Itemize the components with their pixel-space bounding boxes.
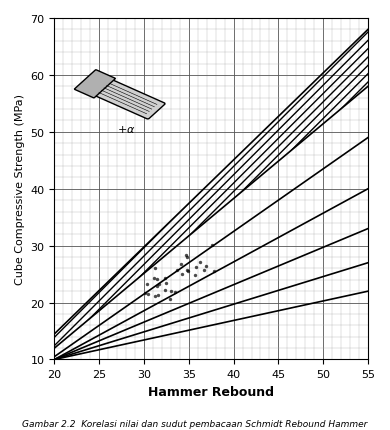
Point (168, 288, 174, 295)
Y-axis label: Cube Compressive Strength (MPa): Cube Compressive Strength (MPa) (15, 94, 25, 285)
Point (144, 281, 151, 288)
Point (163, 280, 169, 287)
Point (193, 264, 200, 271)
Point (145, 291, 151, 298)
Point (184, 255, 190, 261)
Point (152, 265, 158, 272)
Point (178, 261, 184, 268)
Point (152, 293, 158, 300)
Point (185, 268, 191, 275)
Point (197, 259, 204, 266)
Text: $+\alpha$: $+\alpha$ (117, 123, 136, 135)
Point (191, 272, 198, 279)
X-axis label: Hammer Rebound: Hammer Rebound (148, 385, 274, 398)
Point (200, 267, 207, 274)
Point (155, 292, 161, 298)
Point (162, 287, 168, 294)
Point (167, 295, 174, 302)
Point (203, 262, 209, 269)
Point (209, 242, 215, 249)
Point (172, 289, 178, 296)
Point (156, 281, 162, 288)
Text: Gambar 2.2  Korelasi nilai dan sudut pembacaan Schmidt Rebound Hammer: Gambar 2.2 Korelasi nilai dan sudut pemb… (22, 419, 368, 428)
Point (154, 276, 160, 283)
FancyBboxPatch shape (74, 71, 115, 98)
Point (174, 267, 180, 274)
Point (184, 267, 190, 274)
Point (142, 290, 149, 297)
Point (179, 271, 185, 278)
Point (162, 275, 168, 282)
Point (183, 252, 190, 259)
Point (151, 275, 157, 282)
FancyBboxPatch shape (87, 77, 165, 120)
Point (210, 267, 216, 274)
Point (154, 283, 160, 289)
